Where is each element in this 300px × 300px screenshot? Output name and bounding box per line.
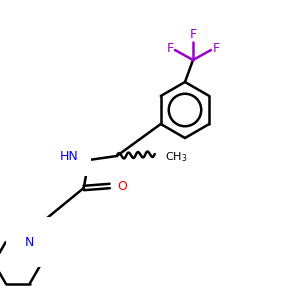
Text: HN: HN <box>60 151 79 164</box>
Text: N: N <box>25 236 34 248</box>
Text: O: O <box>117 179 127 193</box>
Text: F: F <box>167 43 174 56</box>
Text: F: F <box>212 43 220 56</box>
Text: CH$_3$: CH$_3$ <box>165 150 187 164</box>
Text: F: F <box>189 28 197 40</box>
